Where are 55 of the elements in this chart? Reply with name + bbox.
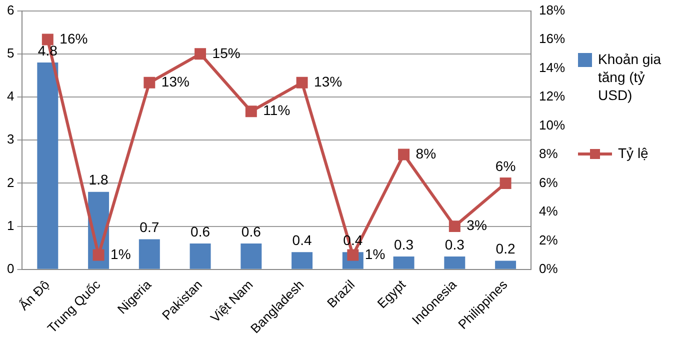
y2-tick-label: 6% [538,174,558,190]
y2-tick-label: 18% [538,2,566,18]
data-label: 0.6 [241,223,262,240]
data-label: 1% [364,246,386,262]
y2-tick-label: 4% [538,204,558,219]
y-tick-label: 3 [6,132,14,147]
data-label: 0.3 [444,236,465,252]
y2-tick-label: 16% [538,31,566,46]
legend-label: Khoản gia tăng (tỷ USD) [598,50,662,104]
data-label: 1.8 [88,172,108,188]
x-tick-label: Ấn Độ [16,276,52,314]
point [92,249,104,261]
bar [292,252,313,269]
point [296,76,308,88]
data-label: 0.2 [496,240,516,257]
y2-tick-label: 8% [538,146,558,162]
data-label: 0.6 [190,223,210,240]
data-label: 6% [495,158,516,174]
y2-tick-label: 2% [538,232,558,248]
y2-tick-label: 12% [538,88,566,104]
y-tick-label: 6 [6,2,14,18]
y-tick-label: 4 [6,88,14,104]
bar [190,244,211,269]
point [245,106,257,118]
point [144,76,156,88]
data-label: 13% [314,73,342,90]
point [398,148,410,160]
bar [444,256,466,269]
bar [495,260,516,269]
data-label: 13% [161,73,190,90]
point [448,220,460,232]
data-label: 0.4 [292,232,312,248]
data-label: 0.3 [394,236,414,252]
data-label: 0.7 [140,219,160,236]
bar [37,62,58,269]
y-tick-label: 0 [6,260,14,276]
bar [138,239,160,269]
legend-label: Tỷ lệ [618,144,648,162]
y2-tick-label: 0% [538,260,558,276]
y2-tick-label: 10% [538,117,566,132]
data-label: 11% [263,102,290,118]
data-label: 15% [212,44,240,61]
y-tick-label: 2 [6,174,14,190]
y-tick-label: 5 [6,45,14,60]
data-label: 16% [60,30,88,46]
data-label: 3% [466,217,487,234]
point [500,177,512,189]
data-label: 1% [110,246,131,262]
bar [393,256,414,269]
y-tick-label: 1 [6,218,14,233]
bar [240,244,262,269]
data-label: 8% [416,145,436,162]
point [194,48,206,60]
point [42,34,54,46]
y2-tick-label: 14% [538,60,566,75]
